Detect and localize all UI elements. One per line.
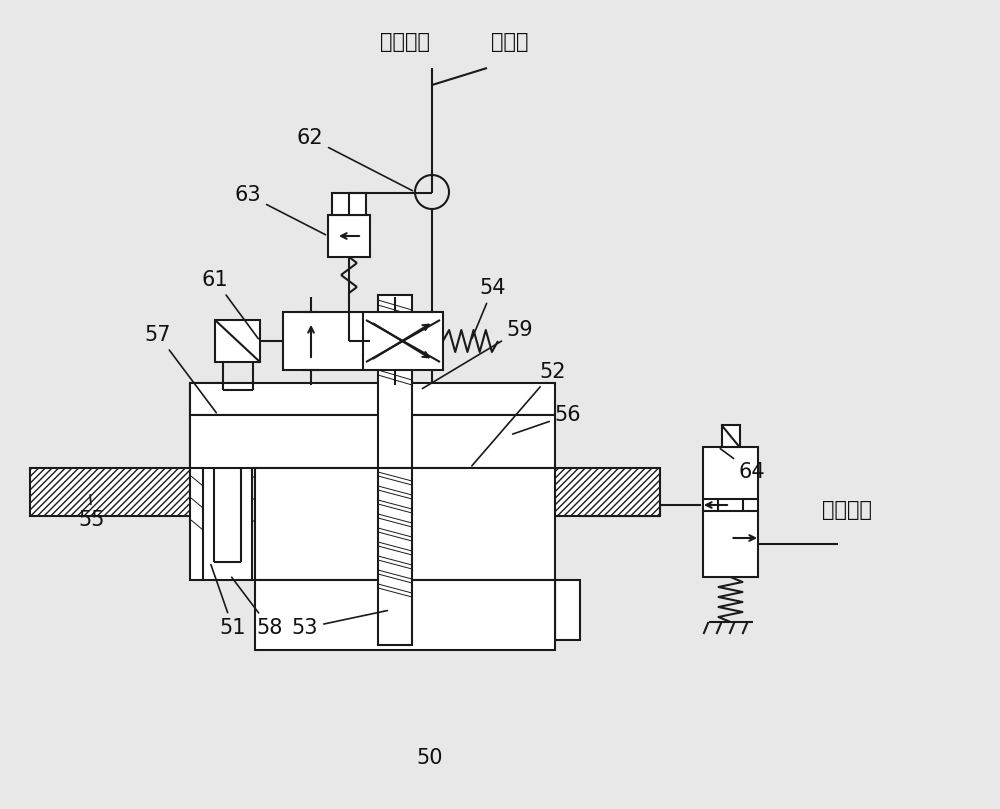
Bar (555, 580, 580, 640)
Bar (190, 383, 255, 580)
Bar (30, 468, 195, 516)
Bar (215, 320, 260, 362)
Bar (30, 468, 195, 516)
Text: 54: 54 (472, 278, 506, 338)
Text: 53: 53 (292, 611, 387, 638)
Text: 56: 56 (513, 405, 581, 434)
Text: 回油箱: 回油箱 (491, 32, 529, 52)
Text: 高压油源: 高压油源 (380, 32, 430, 52)
Text: 62: 62 (297, 128, 413, 191)
Text: 58: 58 (232, 577, 283, 638)
Bar (190, 383, 555, 415)
Text: 50: 50 (417, 748, 443, 768)
Text: 59: 59 (422, 320, 533, 388)
Text: 64: 64 (720, 449, 765, 482)
Bar (392, 468, 660, 516)
Text: 61: 61 (202, 270, 258, 339)
Bar (255, 468, 555, 580)
Bar (190, 415, 555, 468)
Bar (703, 447, 758, 577)
Bar (328, 215, 370, 257)
Bar (283, 312, 443, 370)
Bar (255, 580, 555, 650)
Bar (332, 193, 366, 215)
Bar (378, 295, 412, 468)
Text: 55: 55 (79, 495, 105, 530)
Text: 51: 51 (211, 565, 246, 638)
Text: 高压气源: 高压气源 (822, 500, 872, 520)
Bar (378, 468, 412, 645)
Text: 57: 57 (145, 325, 216, 413)
Text: 52: 52 (472, 362, 566, 466)
Bar (722, 425, 740, 447)
Text: 63: 63 (235, 185, 326, 235)
Bar (392, 468, 660, 516)
